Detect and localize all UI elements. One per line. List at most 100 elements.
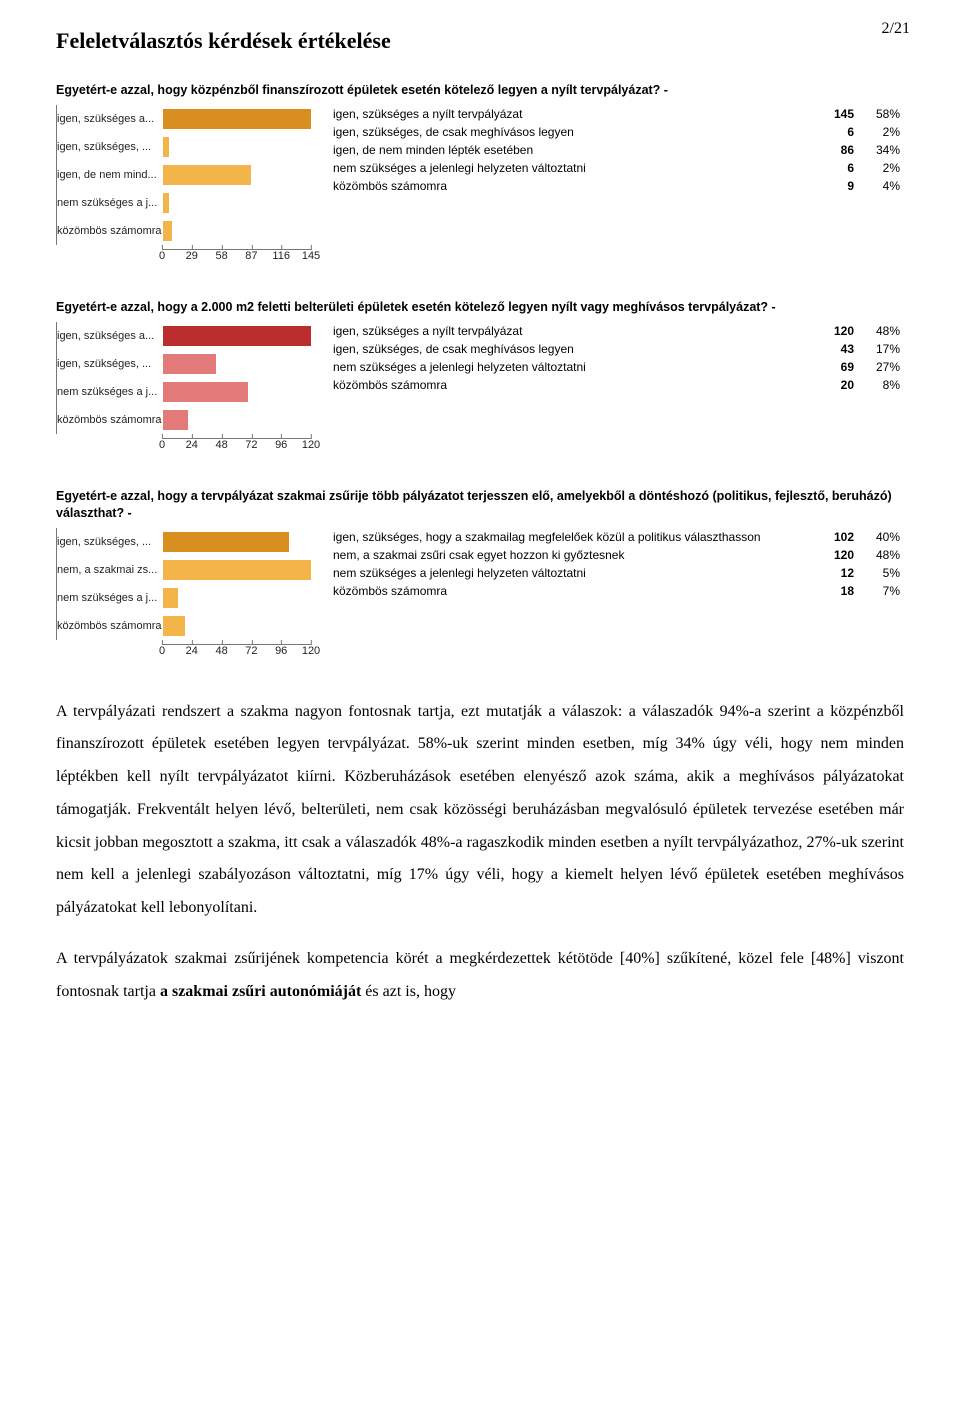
axis-tick: 0 [159, 645, 165, 657]
axis-tick: 120 [302, 439, 320, 451]
axis-tick: 72 [245, 439, 257, 451]
row-count: 12 [812, 564, 858, 582]
table-row: nem, a szakmai zsűri csak egyet hozzon k… [329, 546, 904, 564]
bar-label: nem, a szakmai zs... [57, 564, 163, 576]
row-label: igen, de nem minden lépték esetében [329, 141, 812, 159]
axis-tick: 96 [275, 439, 287, 451]
chart-block: Egyetért-e azzal, hogy közpénzből finans… [56, 82, 904, 267]
row-count: 69 [812, 358, 858, 376]
row-percent: 2% [858, 159, 904, 177]
table-row: nem szükséges a jelenlegi helyzeten vált… [329, 564, 904, 582]
row-label: igen, szükséges, hogy a szakmailag megfe… [329, 528, 812, 546]
chart-block: Egyetért-e azzal, hogy a tervpályázat sz… [56, 488, 904, 662]
bar-label: igen, szükséges, ... [57, 358, 163, 370]
row-percent: 40% [858, 528, 904, 546]
chart-title: Egyetért-e azzal, hogy a 2.000 m2 felett… [56, 299, 904, 316]
row-percent: 34% [858, 141, 904, 159]
row-label: közömbös számomra [329, 376, 812, 394]
row-percent: 58% [858, 105, 904, 123]
axis-tick: 0 [159, 439, 165, 451]
row-count: 102 [812, 528, 858, 546]
row-label: igen, szükséges, de csak meghívásos legy… [329, 340, 812, 358]
bar-fill [163, 532, 289, 552]
bar-fill [163, 137, 169, 157]
bar-fill [163, 560, 311, 580]
paragraph: A tervpályázatok szakmai zsűrijének komp… [56, 943, 904, 1009]
bar-fill [163, 410, 188, 430]
axis-tick: 116 [272, 250, 290, 262]
row-percent: 8% [858, 376, 904, 394]
row-label: igen, szükséges a nyílt tervpályázat [329, 322, 812, 340]
axis-tick: 120 [302, 645, 320, 657]
page-number: 2/21 [882, 20, 910, 38]
bar-chart: igen, szükséges a... igen, szükséges, ...… [56, 105, 311, 267]
row-label: közömbös számomra [329, 177, 812, 195]
bar-chart: igen, szükséges, ... nem, a szakmai zs...… [56, 528, 311, 662]
row-percent: 4% [858, 177, 904, 195]
table-row: nem szükséges a jelenlegi helyzeten vált… [329, 159, 904, 177]
paragraph: A tervpályázati rendszert a szakma nagyo… [56, 696, 904, 926]
chart-title: Egyetért-e azzal, hogy közpénzből finans… [56, 82, 904, 99]
axis-tick: 96 [275, 645, 287, 657]
table-row: közömbös számomra208% [329, 376, 904, 394]
table-row: közömbös számomra94% [329, 177, 904, 195]
page-title: Feleletválasztós kérdések értékelése [56, 28, 904, 54]
bar-fill [163, 382, 248, 402]
table-row: igen, szükséges, de csak meghívásos legy… [329, 123, 904, 141]
row-label: igen, szükséges a nyílt tervpályázat [329, 105, 812, 123]
chart-block: Egyetért-e azzal, hogy a 2.000 m2 felett… [56, 299, 904, 456]
bar-label: igen, szükséges a... [57, 330, 163, 342]
bar-label: igen, szükséges a... [57, 113, 163, 125]
bar-label: nem szükséges a j... [57, 592, 163, 604]
row-percent: 48% [858, 546, 904, 564]
axis-tick: 145 [302, 250, 320, 262]
row-label: nem szükséges a jelenlegi helyzeten vált… [329, 358, 812, 376]
data-table: igen, szükséges a nyílt tervpályázat1455… [329, 105, 904, 195]
axis-tick: 48 [215, 439, 227, 451]
row-label: nem szükséges a jelenlegi helyzeten vált… [329, 564, 812, 582]
bar-fill [163, 354, 216, 374]
bar-label: közömbös számomra [57, 414, 163, 426]
data-table: igen, szükséges a nyílt tervpályázat1204… [329, 322, 904, 394]
body-text: A tervpályázati rendszert a szakma nagyo… [56, 696, 904, 1009]
bar-fill [163, 326, 311, 346]
row-count: 43 [812, 340, 858, 358]
bar-fill [163, 193, 169, 213]
bar-label: igen, de nem mind... [57, 169, 163, 181]
row-percent: 17% [858, 340, 904, 358]
table-row: igen, de nem minden lépték esetében8634% [329, 141, 904, 159]
row-count: 18 [812, 582, 858, 600]
bar-chart: igen, szükséges a... igen, szükséges, ...… [56, 322, 311, 456]
bar-label: igen, szükséges, ... [57, 141, 163, 153]
bar-label: igen, szükséges, ... [57, 536, 163, 548]
bar-label: közömbös számomra [57, 225, 163, 237]
bar-label: közömbös számomra [57, 620, 163, 632]
row-label: igen, szükséges, de csak meghívásos legy… [329, 123, 812, 141]
bar-label: nem szükséges a j... [57, 197, 163, 209]
row-count: 6 [812, 123, 858, 141]
axis-tick: 0 [159, 250, 165, 262]
table-row: igen, szükséges a nyílt tervpályázat1455… [329, 105, 904, 123]
table-row: igen, szükséges, de csak meghívásos legy… [329, 340, 904, 358]
row-label: nem szükséges a jelenlegi helyzeten vált… [329, 159, 812, 177]
bar-fill [163, 588, 178, 608]
chart-title: Egyetért-e azzal, hogy a tervpályázat sz… [56, 488, 904, 522]
row-count: 9 [812, 177, 858, 195]
row-percent: 27% [858, 358, 904, 376]
row-percent: 2% [858, 123, 904, 141]
row-count: 145 [812, 105, 858, 123]
row-count: 120 [812, 546, 858, 564]
row-count: 86 [812, 141, 858, 159]
bar-fill [163, 616, 185, 636]
table-row: közömbös számomra187% [329, 582, 904, 600]
axis-tick: 58 [215, 250, 227, 262]
table-row: igen, szükséges, hogy a szakmailag megfe… [329, 528, 904, 546]
row-percent: 5% [858, 564, 904, 582]
bar-label: nem szükséges a j... [57, 386, 163, 398]
row-percent: 7% [858, 582, 904, 600]
row-count: 20 [812, 376, 858, 394]
axis-tick: 24 [186, 439, 198, 451]
bar-fill [163, 165, 251, 185]
axis-tick: 48 [215, 645, 227, 657]
row-percent: 48% [858, 322, 904, 340]
